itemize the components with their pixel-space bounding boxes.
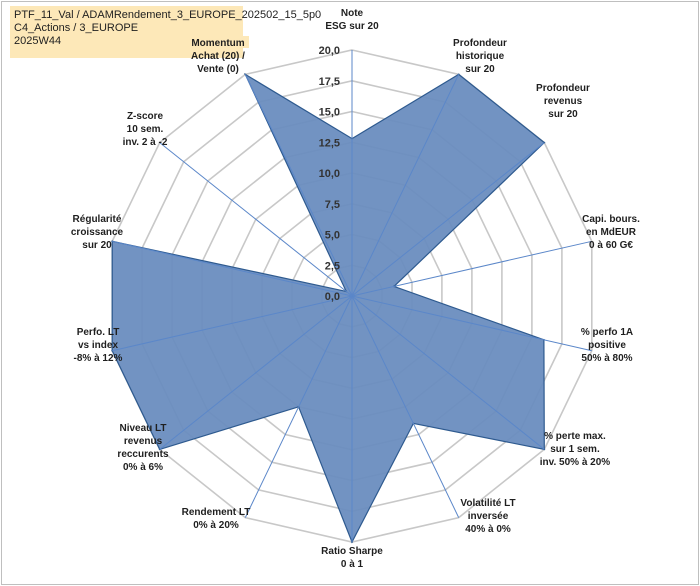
axis-label-5: % perte max. sur 1 sem. inv. 50% à 20%: [540, 431, 611, 468]
axis-label-13: Momentum Achat (20) / Vente (0): [191, 38, 245, 75]
tick-label-2: 5,0: [325, 230, 340, 242]
tick-label-3: 7,5: [325, 199, 340, 211]
spoke-6: [351, 295, 460, 518]
axis-label-12: Z-score 10 sem. inv. 2 à -2: [123, 111, 168, 148]
axis-label-2: Profondeur revenus sur 20: [536, 83, 590, 120]
axis-label-6: Volatilité LT inversée 40% à 0%: [460, 498, 515, 535]
spoke-4: [351, 295, 592, 352]
axis-label-4: % perfo 1A positive 50% à 80%: [581, 327, 633, 364]
spoke-9: [159, 295, 353, 450]
axis-label-9: Niveau LT revenus reccurents 0% à 6%: [117, 423, 169, 473]
axis-label-7: Ratio Sharpe 0 à 1: [321, 546, 383, 570]
spoke-10: [112, 295, 353, 352]
tick-label-0: 0,0: [325, 291, 340, 303]
tick-label-8: 20,0: [319, 45, 340, 57]
tick-label-5: 12,5: [319, 137, 340, 149]
spoke-11: [112, 240, 353, 297]
axis-label-highlight-13: [187, 36, 249, 48]
axis-label-1: Profondeur historique sur 20: [453, 38, 507, 75]
spoke-8: [244, 295, 353, 518]
title-line-2: C4_Actions / 3_EUROPE: [14, 22, 139, 34]
spoke-12: [159, 142, 353, 297]
axis-label-10: Perfo. LT vs index -8% à 12%: [74, 327, 123, 364]
axis-label-11: Régularité croissance sur 20: [71, 214, 124, 251]
spoke-1: [351, 74, 460, 297]
axis-label-0: Note ESG sur 20: [325, 8, 379, 32]
spoke-5: [351, 295, 545, 450]
tick-label-4: 10,0: [319, 168, 340, 180]
axis-label-3: Capi. bours. en MdEUR 0 à 60 G€: [582, 214, 640, 251]
tick-label-6: 15,0: [319, 107, 340, 119]
tick-label-7: 17,5: [319, 76, 340, 88]
title-line-3: 2025W44: [14, 35, 62, 47]
spoke-13: [244, 74, 353, 297]
spoke-3: [351, 240, 592, 297]
axis-label-8: Rendement LT 0% à 20%: [182, 507, 251, 531]
tick-label-1: 2,5: [325, 260, 340, 272]
spoke-2: [351, 142, 545, 297]
